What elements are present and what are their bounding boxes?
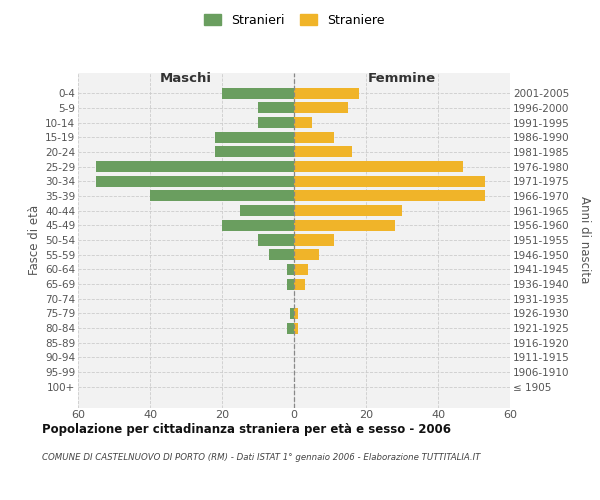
Bar	[258, 117, 294, 128]
Bar	[287, 322, 294, 334]
Bar	[294, 146, 352, 158]
Bar	[294, 249, 319, 260]
Bar	[294, 220, 395, 231]
Bar	[222, 220, 294, 231]
Text: Maschi: Maschi	[160, 72, 212, 85]
Bar	[294, 278, 305, 289]
Bar	[294, 264, 308, 275]
Bar	[294, 308, 298, 319]
Y-axis label: Fasce di età: Fasce di età	[28, 205, 41, 275]
Bar	[215, 132, 294, 143]
Bar	[294, 234, 334, 246]
Bar	[287, 264, 294, 275]
Y-axis label: Anni di nascita: Anni di nascita	[578, 196, 591, 284]
Bar	[294, 161, 463, 172]
Bar	[287, 278, 294, 289]
Bar	[294, 102, 348, 114]
Bar	[222, 88, 294, 99]
Bar	[96, 161, 294, 172]
Bar	[294, 205, 402, 216]
Bar	[215, 146, 294, 158]
Text: COMUNE DI CASTELNUOVO DI PORTO (RM) - Dati ISTAT 1° gennaio 2006 - Elaborazione : COMUNE DI CASTELNUOVO DI PORTO (RM) - Da…	[42, 453, 481, 462]
Bar	[258, 234, 294, 246]
Bar	[294, 190, 485, 202]
Bar	[294, 132, 334, 143]
Legend: Stranieri, Straniere: Stranieri, Straniere	[199, 8, 389, 32]
Bar	[150, 190, 294, 202]
Bar	[258, 102, 294, 114]
Bar	[294, 176, 485, 187]
Bar	[269, 249, 294, 260]
Bar	[294, 88, 359, 99]
Bar	[240, 205, 294, 216]
Bar	[290, 308, 294, 319]
Text: Popolazione per cittadinanza straniera per età e sesso - 2006: Popolazione per cittadinanza straniera p…	[42, 422, 451, 436]
Bar	[96, 176, 294, 187]
Bar	[294, 322, 298, 334]
Text: Femmine: Femmine	[368, 72, 436, 85]
Bar	[294, 117, 312, 128]
